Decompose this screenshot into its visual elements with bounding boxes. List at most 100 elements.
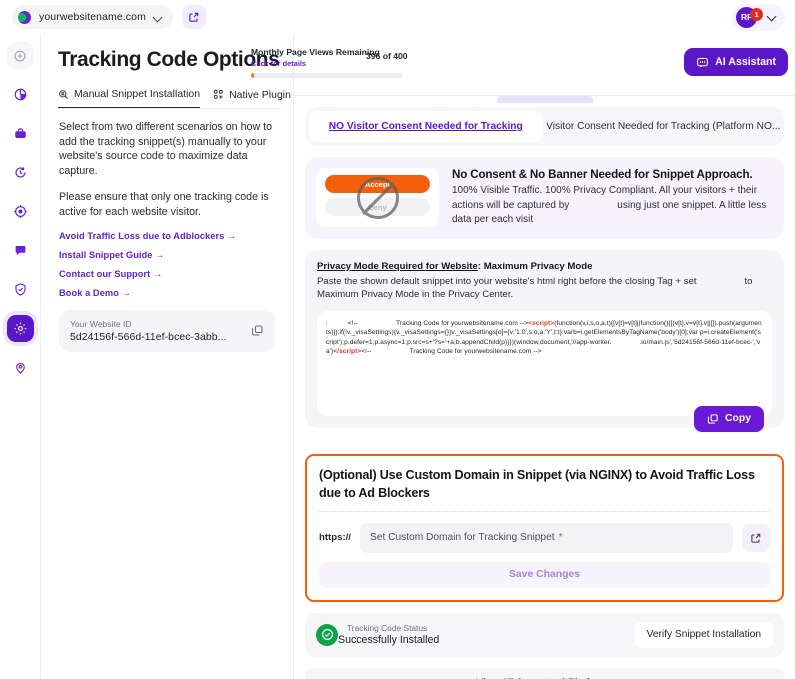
sidebar-item-visitors[interactable] <box>7 354 34 381</box>
website-id-label: Your Website ID <box>70 318 132 329</box>
custom-domain-row: https:// Set Custom Domain for Tracking … <box>319 522 770 553</box>
required-marker: * <box>558 532 563 544</box>
code-line-4: .io/main.js','5d24156f-566d-11ef-bcec- <box>639 338 753 346</box>
code-comment-title: Tracking Code for yourwebsitename.com --… <box>396 319 529 327</box>
privacy-text-part-2: to Maximum Privacy Mode in the Privacy C… <box>317 275 753 301</box>
magnifier-code-icon <box>59 89 68 99</box>
custom-domain-title: (Optional) Use Custom Domain in Snippet … <box>319 466 770 512</box>
code-script-close: </script> <box>333 348 362 356</box>
code-comment-open: <!-- <box>347 319 359 327</box>
left-panel: Tracking Code Options Manual Snippet Ins… <box>41 34 368 679</box>
intro-paragraph-1: Select from two different scenarios on h… <box>59 121 273 177</box>
meter-progress-fill <box>251 73 255 78</box>
check-circle-icon <box>321 629 333 641</box>
chevron-down-icon <box>154 13 163 22</box>
view-all-supported-platforms-button[interactable]: View All Supported Platforms <box>305 667 784 679</box>
tracking-code-text: | <!-- Tracking Code for yourwebsitename.c… <box>326 319 763 357</box>
gear-icon <box>14 322 26 335</box>
sidebar-item-sessions[interactable] <box>7 159 34 186</box>
icon-sidebar <box>0 34 41 679</box>
code-script-open: <script> <box>528 319 555 327</box>
helper-link-list: Avoid Traffic Loss due to Adblockers → I… <box>53 231 281 298</box>
privacy-mode-text: Paste the shown default snippet into you… <box>317 275 772 302</box>
header-strip: Monthly Page Views Remaining Click for d… <box>251 34 795 96</box>
plugin-grid-icon <box>214 89 223 99</box>
no-consent-banner-card: Accept Deny No Consent & No Banner Neede… <box>305 157 784 239</box>
meter-progress-track <box>251 73 403 78</box>
privacy-text-part-1: Paste the shown default snippet into you… <box>317 275 697 287</box>
link-install-snippet-guide[interactable]: Install Snippet Guide → <box>59 249 165 260</box>
code-line-1: (function(v,i,s,o,a,t){[v[t]=v[t]||funct… <box>326 319 762 337</box>
notification-badge: 1 <box>750 7 763 21</box>
site-favicon-icon <box>18 10 31 24</box>
link-book-a-demo[interactable]: Book a Demo → <box>59 287 131 298</box>
sidebar-item-messages[interactable] <box>7 237 34 264</box>
banner-description: 100% Visible Traffic. 100% Privacy Compl… <box>452 184 773 228</box>
banner-title: No Consent & No Banner Needed for Snippe… <box>452 168 753 181</box>
website-id-value: 5d24156f-566d-11ef-bcec-3abb... <box>70 331 227 343</box>
account-area: RF 1 <box>732 3 785 31</box>
status-value: Successfully Installed <box>338 634 440 647</box>
tab-manual-snippet-installation[interactable]: Manual Snippet Installation <box>58 88 201 108</box>
consent-tab-no-consent[interactable]: NO Visitor Consent Needed for Tracking <box>309 111 543 142</box>
scrolled-chip <box>496 96 593 103</box>
dashboard-icon <box>14 50 26 61</box>
site-name-label: yourwebsitename.com <box>39 11 146 23</box>
external-link-icon <box>189 12 199 22</box>
chat-icon <box>15 246 25 255</box>
meter-count: 396 of 400 <box>366 51 408 61</box>
code-comment-title-2: Tracking Code for yourwebsitename.com --… <box>409 348 542 356</box>
status-indicator <box>316 623 338 646</box>
link-avoid-traffic-loss[interactable]: Avoid Traffic Loss due to Adblockers → <box>59 230 237 241</box>
copy-icon <box>707 414 718 424</box>
main-content: NO Visitor Consent Needed for Tracking V… <box>294 96 795 679</box>
ai-assistant-label: AI Assistant <box>715 56 776 68</box>
verify-snippet-installation-button[interactable]: Verify Snippet Installation <box>634 621 773 648</box>
page-views-meter[interactable]: Monthly Page Views Remaining Click for d… <box>251 47 411 78</box>
sidebar-item-privacy[interactable] <box>7 276 34 303</box>
copy-icon <box>252 325 263 336</box>
code-line-3: s='+a;b.appendChild(p)}})(window,documen… <box>437 338 612 346</box>
privacy-mode-title: Privacy Mode Required for Website: Maxim… <box>317 261 772 272</box>
sidebar-item-targeting[interactable] <box>7 198 34 225</box>
chat-bubble-icon <box>697 57 709 67</box>
target-icon <box>13 205 27 218</box>
open-site-button[interactable] <box>181 5 206 29</box>
tracking-code-box[interactable]: | <!-- Tracking Code for yourwebsitename.c… <box>317 310 772 432</box>
pie-chart-icon <box>14 88 26 101</box>
consent-tab-group: NO Visitor Consent Needed for Tracking V… <box>305 107 784 146</box>
status-label: Tracking Code Status <box>347 623 428 634</box>
open-custom-domain-button[interactable] <box>742 523 770 552</box>
shield-check-icon <box>14 283 26 296</box>
tracking-status-card: Tracking Code Status Successfully Instal… <box>305 612 784 657</box>
link-contact-support[interactable]: Contact our Support → <box>59 268 163 279</box>
custom-domain-section: (Optional) Use Custom Domain in Snippet … <box>305 453 784 602</box>
consent-tab-consent-needed[interactable]: Visitor Consent Needed for Tracking (Pla… <box>547 111 781 142</box>
sidebar-item-settings[interactable] <box>6 315 34 342</box>
account-menu[interactable]: RF 1 <box>732 3 785 31</box>
code-line-5: ','va') <box>326 338 761 356</box>
website-id-card: Your Website ID 5d24156f-566d-11ef-bcec-… <box>59 309 275 352</box>
meter-details-link[interactable]: Click for details <box>251 59 307 68</box>
copy-label: Copy <box>725 413 751 425</box>
save-changes-button[interactable]: Save Changes <box>319 561 770 588</box>
custom-domain-placeholder: Set Custom Domain for Tracking Snippet <box>369 532 555 544</box>
ai-assistant-button[interactable]: AI Assistant <box>684 48 788 76</box>
avatar-initials: RF <box>741 12 752 22</box>
sidebar-item-dashboard[interactable] <box>6 42 34 69</box>
copy-snippet-button[interactable]: Copy <box>694 405 764 432</box>
copy-website-id-button[interactable] <box>251 324 264 337</box>
meter-title: Monthly Page Views Remaining <box>251 47 380 57</box>
site-selector[interactable]: yourwebsitename.com <box>12 5 173 29</box>
tab-label: Manual Snippet Installation <box>74 88 201 100</box>
briefcase-icon <box>14 128 26 138</box>
consent-tab-prefix: NO <box>328 121 345 132</box>
sidebar-item-briefcase[interactable] <box>7 120 34 147</box>
sidebar-item-analytics[interactable] <box>7 81 34 108</box>
privacy-title-underlined: Privacy Mode Required for Website <box>317 260 478 272</box>
intro-paragraph-2: Please ensure that only one tracking cod… <box>59 191 269 218</box>
top-bar: yourwebsitename.com RF 1 <box>0 0 795 34</box>
avatar: RF 1 <box>736 6 763 28</box>
code-line-2: b=i.getElementsByTagName('body')[0];var … <box>326 329 761 346</box>
custom-domain-input[interactable]: Set Custom Domain for Tracking Snippet * <box>359 522 733 553</box>
